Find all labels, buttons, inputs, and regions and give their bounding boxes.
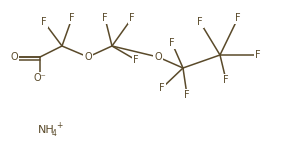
Text: F: F [133, 55, 139, 65]
Text: F: F [41, 17, 47, 27]
Text: F: F [223, 75, 229, 85]
Text: F: F [184, 90, 190, 100]
Text: F: F [69, 13, 75, 23]
Text: F: F [102, 13, 108, 23]
Text: F: F [197, 17, 203, 27]
Text: +: + [56, 121, 63, 130]
Text: O⁻: O⁻ [34, 73, 46, 83]
Text: F: F [169, 38, 175, 48]
Text: O: O [84, 52, 92, 62]
Text: NH: NH [38, 125, 55, 135]
Text: F: F [129, 13, 135, 23]
Text: 4: 4 [52, 129, 56, 138]
Text: O: O [10, 52, 18, 62]
Text: F: F [235, 13, 241, 23]
Text: F: F [159, 83, 165, 93]
Text: F: F [255, 50, 261, 60]
Text: O: O [154, 52, 162, 62]
